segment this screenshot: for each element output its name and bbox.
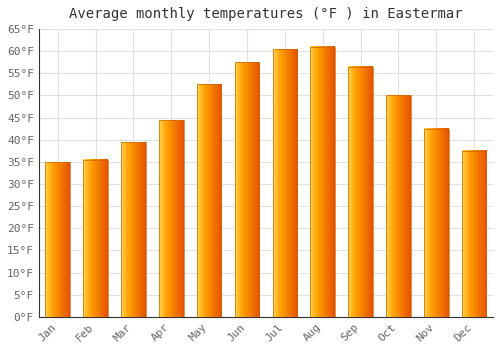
- Title: Average monthly temperatures (°F ) in Eastermar: Average monthly temperatures (°F ) in Ea…: [69, 7, 462, 21]
- Bar: [272, 49, 297, 317]
- Bar: [386, 96, 410, 317]
- Bar: [234, 62, 260, 317]
- Bar: [462, 151, 486, 317]
- Bar: [46, 162, 70, 317]
- Bar: [121, 142, 146, 317]
- Bar: [84, 160, 108, 317]
- Bar: [310, 47, 335, 317]
- Bar: [424, 129, 448, 317]
- Bar: [159, 120, 184, 317]
- Bar: [197, 84, 222, 317]
- Bar: [348, 67, 373, 317]
